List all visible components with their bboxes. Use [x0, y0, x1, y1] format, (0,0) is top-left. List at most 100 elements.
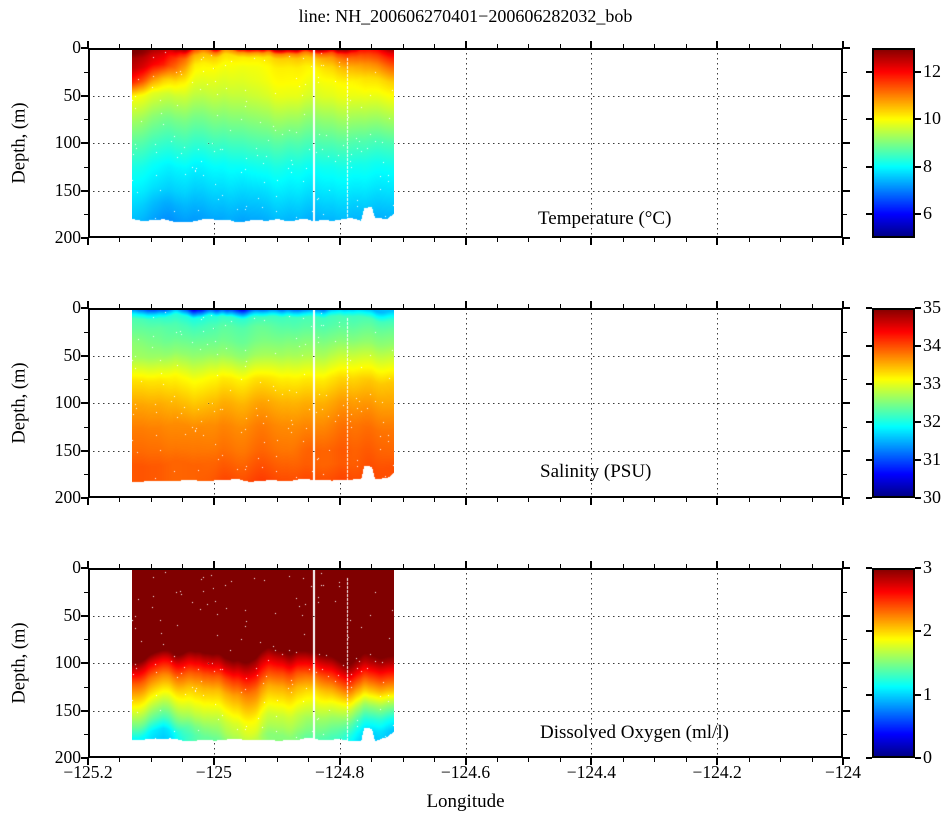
axis-line — [872, 308, 874, 498]
x-minor-tick — [308, 564, 310, 568]
axis-line — [872, 756, 915, 758]
y-minor-tick — [843, 331, 847, 333]
x-minor-tick — [654, 758, 656, 762]
horizontal-gridline — [88, 95, 843, 97]
y-minor-tick — [84, 331, 88, 333]
x-major-tick — [842, 301, 844, 308]
x-tick-label: −124 — [824, 762, 862, 782]
x-major-tick — [716, 238, 719, 245]
x-minor-tick — [496, 304, 498, 308]
dissolved-oxygen-colorbar — [866, 567, 921, 759]
y-tick-label: 0 — [72, 37, 81, 57]
x-minor-tick — [245, 238, 247, 242]
x-minor-tick — [811, 498, 813, 502]
x-minor-tick — [654, 564, 656, 568]
x-major-tick — [212, 41, 215, 48]
colorbar-tick — [915, 693, 921, 696]
colorbar-tick-label: 8 — [923, 155, 932, 176]
y-axis-label: Depth, (m) — [9, 622, 30, 704]
x-major-tick — [212, 758, 215, 765]
y-major-tick — [843, 662, 850, 664]
horizontal-gridline — [88, 190, 843, 192]
y-minor-tick — [843, 119, 847, 121]
y-minor-tick — [843, 686, 847, 688]
x-minor-tick — [119, 498, 121, 502]
x-major-tick — [338, 238, 341, 245]
colorbar-tick — [866, 459, 872, 461]
x-minor-tick — [434, 44, 436, 48]
x-major-tick — [87, 561, 89, 568]
y-tick-label: 200 — [54, 747, 81, 767]
x-minor-tick — [559, 758, 561, 762]
x-major-tick — [590, 238, 593, 245]
colorbar-tick — [866, 497, 872, 499]
x-major-tick — [464, 301, 467, 308]
colorbar-tick — [866, 213, 872, 216]
x-minor-tick — [402, 564, 404, 568]
y-tick-label: 100 — [54, 652, 81, 672]
x-major-tick — [87, 498, 89, 505]
x-minor-tick — [685, 238, 687, 242]
colorbar-tick — [915, 567, 921, 569]
x-minor-tick — [182, 238, 184, 242]
y-tick-label: 150 — [54, 439, 81, 460]
y-minor-tick — [843, 591, 847, 593]
y-major-tick — [81, 709, 88, 712]
y-minor-tick — [84, 474, 88, 476]
colorbar-tick-label: 31 — [923, 449, 941, 469]
x-minor-tick — [559, 498, 561, 502]
horizontal-gridline — [88, 615, 843, 617]
x-major-tick — [464, 238, 467, 245]
y-major-tick — [843, 614, 850, 617]
x-minor-tick — [528, 238, 530, 242]
horizontal-gridline — [88, 450, 843, 452]
colorbar-tick-label: 32 — [923, 411, 941, 431]
y-axis-label: Depth, (m) — [9, 362, 30, 444]
axis-line — [872, 48, 915, 50]
x-minor-tick — [371, 498, 373, 502]
x-minor-tick — [780, 498, 782, 502]
x-major-tick — [338, 561, 341, 568]
x-minor-tick — [276, 758, 278, 762]
y-major-tick — [81, 497, 88, 499]
colorbar-tick-label: 35 — [923, 297, 941, 317]
colorbar-tick — [866, 118, 872, 121]
y-minor-tick — [84, 71, 88, 73]
x-tick-label: −124.8 — [315, 762, 365, 782]
x-minor-tick — [748, 758, 750, 762]
x-minor-tick — [245, 564, 247, 568]
x-minor-tick — [308, 238, 310, 242]
y-major-tick — [81, 94, 88, 97]
y-minor-tick — [843, 166, 847, 168]
x-minor-tick — [622, 758, 624, 762]
x-minor-tick — [654, 304, 656, 308]
x-minor-tick — [748, 44, 750, 48]
x-minor-tick — [654, 498, 656, 502]
x-minor-tick — [654, 44, 656, 48]
colorbar-tick — [866, 693, 872, 696]
x-major-tick — [212, 561, 215, 568]
y-major-tick — [843, 142, 850, 144]
y-major-tick — [843, 189, 850, 192]
x-major-tick — [338, 498, 341, 505]
x-minor-tick — [119, 758, 121, 762]
x-minor-tick — [308, 304, 310, 308]
colorbar-tick — [915, 757, 921, 759]
x-minor-tick — [622, 564, 624, 568]
y-minor-tick — [84, 734, 88, 736]
horizontal-gridline — [88, 663, 843, 664]
x-minor-tick — [245, 304, 247, 308]
x-major-tick — [464, 498, 467, 505]
colorbar-tick-label: 12 — [923, 60, 941, 81]
y-major-tick — [81, 142, 88, 144]
x-minor-tick — [811, 44, 813, 48]
x-minor-tick — [559, 564, 561, 568]
y-minor-tick — [843, 734, 847, 736]
y-axis-label: Depth, (m) — [9, 102, 30, 184]
y-tick-label: 50 — [63, 344, 82, 365]
x-axis-label: Longitude — [426, 791, 505, 812]
y-major-tick — [81, 449, 88, 452]
colorbar-tick — [915, 213, 921, 216]
axis-line — [88, 496, 843, 498]
colorbar-tick — [866, 345, 872, 347]
